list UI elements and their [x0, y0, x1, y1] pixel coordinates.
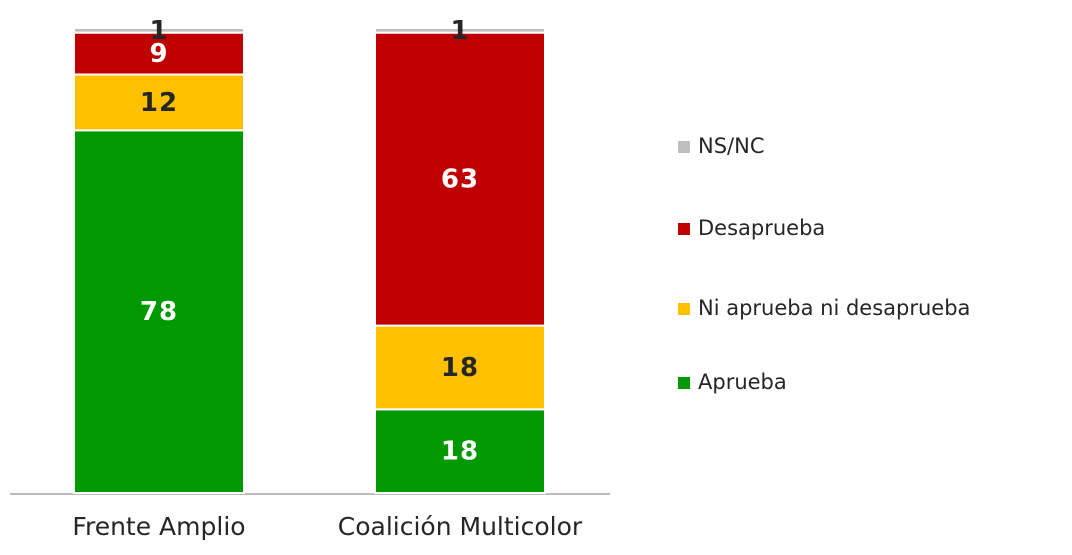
x-tick-label: Frente Amplio [72, 512, 245, 541]
bar-segment [73, 129, 245, 495]
data-label: 18 [441, 353, 479, 383]
legend-marker [678, 303, 690, 315]
legend-marker [678, 141, 690, 153]
bar-segment [374, 324, 546, 411]
bar-segment [374, 27, 546, 34]
bar-segment [374, 31, 546, 327]
data-label: 63 [441, 165, 479, 195]
bar-segment [73, 73, 245, 132]
legend-marker [678, 223, 690, 235]
data-label: 1 [149, 16, 168, 46]
data-label: 12 [140, 88, 178, 118]
data-label: 18 [441, 437, 479, 467]
data-label: 9 [149, 39, 168, 69]
data-label: 78 [140, 297, 178, 327]
x-tick-label: Coalición Multicolor [338, 512, 583, 541]
legend-label: Ni aprueba ni desaprueba [698, 296, 970, 320]
legend-label: NS/NC [698, 134, 765, 158]
bar-segment [374, 408, 546, 494]
bar-segment [73, 27, 245, 34]
legend-marker [678, 377, 690, 389]
legend-label: Desaprueba [698, 216, 825, 240]
legend-label: Aprueba [698, 370, 787, 394]
data-label: 1 [450, 16, 469, 46]
